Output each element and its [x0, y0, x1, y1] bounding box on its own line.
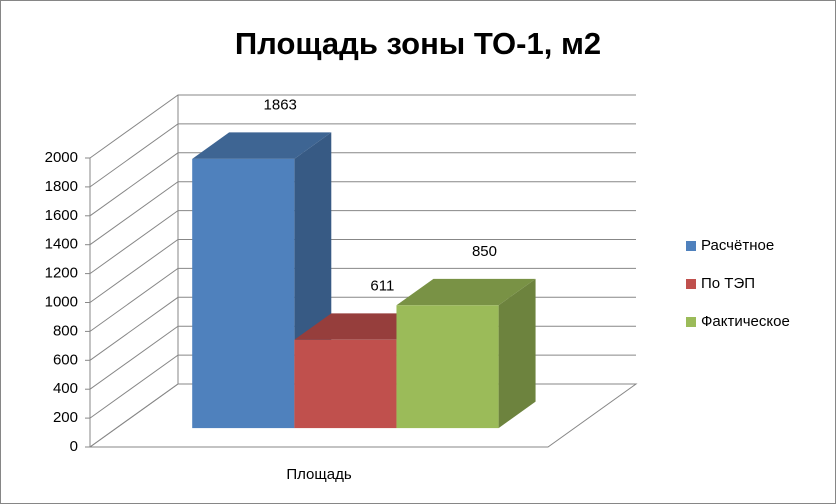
legend-label: По ТЭП [701, 275, 755, 292]
legend-swatch [686, 317, 696, 327]
y-tick-label: 200 [53, 409, 78, 426]
y-tick-label: 2000 [45, 149, 78, 166]
grid-line [89, 152, 636, 217]
grid-line [89, 210, 636, 275]
y-tick-label: 0 [70, 438, 78, 455]
data-label: 611 [370, 277, 394, 294]
y-tick-label: 1400 [45, 236, 78, 253]
legend-label: Фактическое [701, 313, 790, 330]
grid-line [89, 181, 636, 246]
legend-swatch [686, 279, 696, 289]
y-tick-label: 1600 [45, 207, 78, 224]
y-tick-label: 1000 [45, 293, 78, 310]
data-label: 850 [472, 243, 497, 260]
grid-line [89, 267, 636, 332]
bar [192, 158, 295, 429]
bar [294, 339, 397, 429]
x-tick-label: Площадь [286, 466, 351, 483]
y-tick-label: 600 [53, 351, 78, 368]
y-tick-label: 400 [53, 380, 78, 397]
grid-line [89, 239, 636, 303]
grid-line [89, 123, 636, 188]
bar-top [192, 132, 332, 159]
chart-title: Площадь зоны ТО-1, м2 [235, 26, 601, 61]
legend-label: Расчётное [701, 237, 774, 254]
legend-swatch [686, 241, 696, 251]
data-label: 1863 [264, 96, 297, 113]
grid-line [89, 94, 636, 159]
bar-top [396, 278, 536, 306]
y-tick-label: 800 [53, 322, 78, 339]
y-tick-label: 1200 [45, 265, 78, 282]
bar-side [498, 278, 536, 429]
y-tick-label: 1800 [45, 178, 78, 195]
bar [396, 305, 499, 429]
